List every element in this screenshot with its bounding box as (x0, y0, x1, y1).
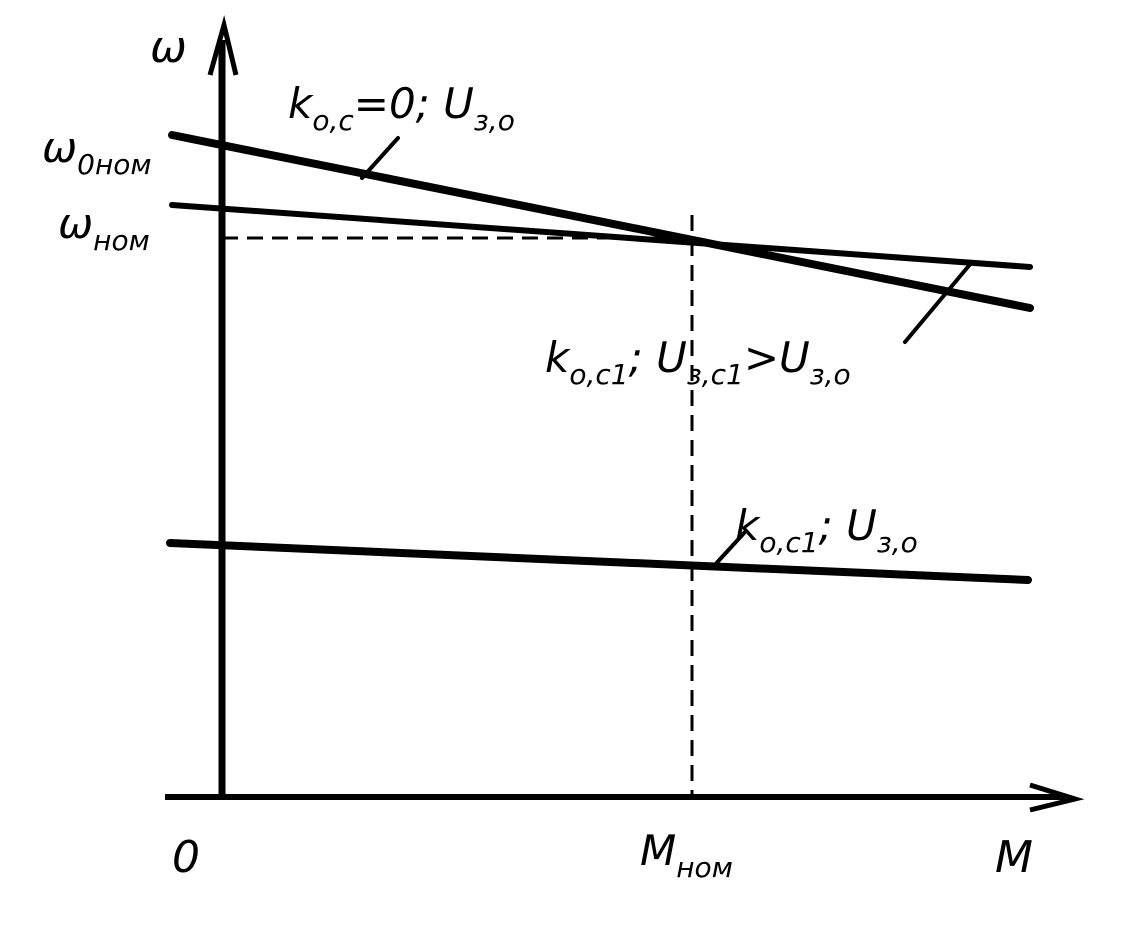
label-main: k (735, 501, 761, 550)
label-sub: з,с1 (687, 358, 744, 391)
leader (710, 530, 747, 570)
curve-label: kо,с1; Uз,о (735, 501, 918, 559)
guides (222, 215, 694, 797)
label-sub: з,о (810, 358, 851, 391)
omega0-nom-label: ω0ном (42, 123, 152, 181)
label-main: >U (744, 333, 810, 382)
y-axis-label: ω (150, 22, 187, 73)
origin-label: 0 (172, 832, 200, 883)
label-sub: о,с (312, 104, 354, 137)
label-sub: ном (93, 224, 150, 257)
curve-open-loop (168, 131, 1034, 312)
curve-feedback-raised (169, 202, 1033, 270)
omega-nom-label: ωном (58, 199, 150, 257)
label-main: ω (58, 199, 93, 248)
label-main: ; U (629, 333, 687, 382)
curve-label: kо,с1; Uз,с1>Uз,о (545, 333, 851, 391)
label-main: k (545, 333, 571, 382)
label-main: ω (42, 123, 77, 172)
x-axis-label: M (995, 832, 1033, 883)
label-main: M (640, 826, 676, 875)
label-sub: о,с1 (759, 526, 818, 559)
label-main: =0; U (354, 79, 474, 128)
label-sub: з,о (877, 526, 918, 559)
curve-feedback (166, 539, 1032, 584)
y-arrow (207, 15, 239, 76)
characteristics (166, 131, 1034, 584)
label-sub: о,с1 (569, 358, 628, 391)
label-sub: 0ном (77, 148, 151, 181)
label-sub: з,о (474, 104, 515, 137)
label-main: ; U (819, 501, 877, 550)
curve-label: kо,с=0; Uз,о (288, 79, 515, 137)
label-main: k (288, 79, 314, 128)
leader (903, 260, 974, 344)
x-arrow (1029, 782, 1085, 813)
label-sub: ном (676, 851, 733, 884)
axes (165, 15, 1085, 813)
leader (360, 136, 400, 180)
m-nom-label: Mном (640, 826, 733, 884)
